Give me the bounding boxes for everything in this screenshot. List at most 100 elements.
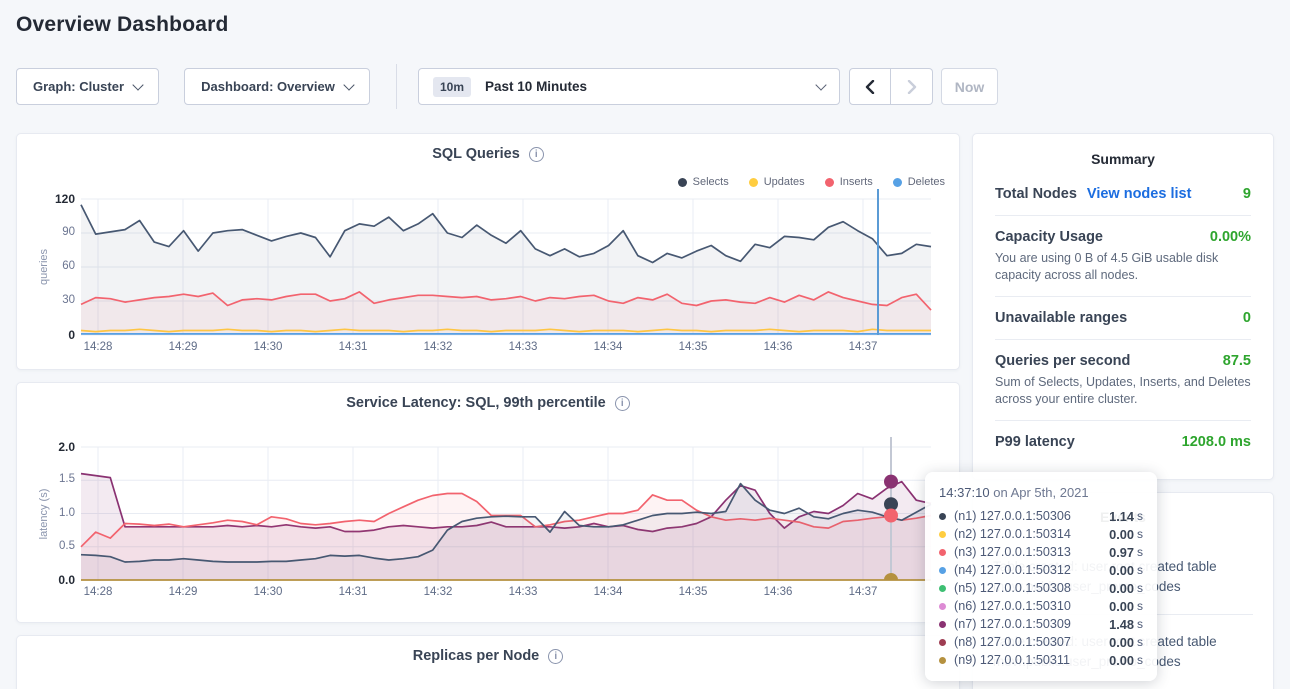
service-latency-plot[interactable]: [80, 437, 932, 581]
info-icon[interactable]: i: [528, 146, 544, 162]
time-step-buttons: [849, 68, 933, 105]
node-latency-unit: s: [1137, 635, 1143, 649]
summary-row-unavailable-ranges: Unavailable ranges 0: [995, 296, 1251, 339]
now-button[interactable]: Now: [941, 68, 998, 105]
node-address: (n2) 127.0.0.1:50314: [954, 527, 1071, 541]
time-range-label: Past 10 Minutes: [485, 79, 588, 94]
time-range-dropdown[interactable]: 10m Past 10 Minutes: [418, 68, 840, 105]
controls-divider: [396, 64, 397, 109]
info-icon[interactable]: i: [548, 648, 564, 664]
node-address: (n3) 127.0.0.1:50313: [954, 545, 1071, 559]
summary-title: Summary: [1091, 151, 1155, 167]
tooltip-node-row: (n6) 127.0.0.1:50310 0.00 s: [939, 597, 1143, 615]
x-tick-label: 14:36: [763, 586, 793, 598]
x-tick-label: 14:31: [338, 341, 368, 353]
node-latency-value: 0.00: [1109, 580, 1134, 596]
time-range-badge: 10m: [433, 76, 472, 97]
chevron-left-icon: [865, 79, 875, 94]
node-color-dot-icon: [939, 584, 946, 592]
y-tick-label: 90: [62, 226, 75, 238]
tooltip-time: 14:37:10: [939, 485, 990, 500]
x-tick-label: 14:31: [338, 586, 368, 598]
x-tick-label: 14:30: [253, 341, 283, 353]
x-tick-label: 14:34: [593, 586, 623, 598]
x-tick-label: 14:30: [253, 586, 283, 598]
summary-row-p99-latency: P99 latency 1208.0 ms: [995, 420, 1251, 463]
x-tick-label: 14:29: [168, 341, 198, 353]
node-color-dot-icon: [939, 548, 946, 556]
node-color-dot-icon: [939, 512, 946, 520]
node-color-dot-icon: [939, 530, 946, 538]
sql-queries-chart-title: SQL Queries: [432, 146, 520, 162]
tooltip-node-row: (n4) 127.0.0.1:50312 0.00 s: [939, 561, 1143, 579]
node-latency-value: 0.00: [1109, 598, 1134, 614]
node-latency-unit: s: [1137, 599, 1143, 613]
dashboard-dropdown[interactable]: Dashboard: Overview: [184, 68, 370, 105]
tooltip-node-row: (n7) 127.0.0.1:50309 1.48 s: [939, 615, 1143, 633]
queries-per-second-desc: Sum of Selects, Updates, Inserts, and De…: [995, 375, 1251, 406]
tooltip-node-row: (n2) 127.0.0.1:50314 0.00 s: [939, 525, 1143, 543]
node-address: (n1) 127.0.0.1:50306: [954, 509, 1071, 523]
p99-latency-value: 1208.0 ms: [1181, 434, 1251, 450]
x-tick-label: 14:34: [593, 341, 623, 353]
previous-timeframe-button[interactable]: [849, 68, 891, 105]
legend-label: Inserts: [839, 176, 873, 188]
sql-queries-legend: Selects Updates Inserts Deletes: [677, 176, 945, 188]
total-nodes-value: 9: [1242, 186, 1251, 202]
chevron-down-icon: [132, 78, 144, 91]
y-tick-label: 1.0: [59, 506, 75, 519]
node-address: (n8) 127.0.0.1:50307: [954, 635, 1071, 649]
legend-label: Updates: [763, 176, 805, 188]
tooltip-node-row: (n8) 127.0.0.1:50307 0.00 s: [939, 633, 1143, 651]
view-nodes-list-link[interactable]: View nodes list: [1086, 186, 1192, 202]
unavailable-ranges-value: 0: [1242, 310, 1251, 326]
legend-item-deletes[interactable]: Deletes: [892, 176, 945, 188]
node-color-dot-icon: [939, 656, 946, 664]
node-address: (n4) 127.0.0.1:50312: [954, 563, 1071, 577]
node-latency-unit: s: [1137, 545, 1143, 559]
legend-dot-icon: [748, 177, 758, 187]
sql-queries-plot[interactable]: [80, 189, 932, 336]
node-address: (n7) 127.0.0.1:50309: [954, 617, 1071, 631]
sql-queries-chart-card: SQL Queries i Selects Updates Inserts Delet…: [16, 133, 960, 370]
capacity-usage-label: Capacity Usage: [995, 229, 1103, 245]
node-latency-unit: s: [1137, 617, 1143, 631]
legend-item-inserts[interactable]: Inserts: [824, 176, 873, 188]
unavailable-ranges-label: Unavailable ranges: [995, 310, 1128, 326]
chevron-down-icon: [343, 78, 355, 91]
node-latency-value: 1.48: [1109, 616, 1134, 632]
summary-row-capacity-usage: Capacity Usage 0.00% You are using 0 B o…: [995, 215, 1251, 296]
y-tick-label: 0: [68, 328, 75, 342]
next-timeframe-button[interactable]: [891, 68, 933, 105]
graph-scope-dropdown[interactable]: Graph: Cluster: [16, 68, 159, 105]
y-tick-label: 1.5: [59, 473, 75, 486]
y-tick-label: 2.0: [58, 440, 75, 454]
tooltip-node-row: (n3) 127.0.0.1:50313 0.97 s: [939, 543, 1143, 561]
queries-per-second-label: Queries per second: [995, 353, 1131, 369]
x-tick-label: 14:28: [83, 341, 113, 353]
p99-latency-label: P99 latency: [995, 434, 1075, 450]
legend-item-updates[interactable]: Updates: [748, 176, 805, 188]
legend-label: Deletes: [907, 176, 945, 188]
node-address: (n9) 127.0.0.1:50311: [954, 653, 1070, 667]
summary-panel: Summary Total Nodes View nodes list 9 Ca…: [972, 133, 1274, 480]
node-latency-unit: s: [1137, 509, 1143, 523]
node-color-dot-icon: [939, 620, 946, 628]
y-tick-label: 0.5: [59, 539, 75, 552]
tooltip-node-row: (n1) 127.0.0.1:50306 1.14 s: [939, 507, 1143, 525]
node-latency-unit: s: [1137, 653, 1143, 667]
queries-per-second-value: 87.5: [1222, 353, 1251, 369]
legend-item-selects[interactable]: Selects: [677, 176, 729, 188]
x-tick-label: 14:37: [848, 586, 878, 598]
tooltip-node-rows: (n1) 127.0.0.1:50306 1.14 s (n2) 127.0.0.1:…: [939, 507, 1143, 669]
y-tick-label: 30: [62, 294, 75, 306]
node-latency-value: 1.14: [1109, 508, 1134, 524]
node-latency-unit: s: [1137, 581, 1143, 595]
info-icon[interactable]: i: [614, 395, 630, 411]
legend-label: Selects: [692, 176, 729, 188]
node-latency-unit: s: [1137, 527, 1143, 541]
legend-dot-icon: [677, 177, 687, 187]
legend-dot-icon: [892, 177, 902, 187]
page-title: Overview Dashboard: [16, 13, 229, 36]
